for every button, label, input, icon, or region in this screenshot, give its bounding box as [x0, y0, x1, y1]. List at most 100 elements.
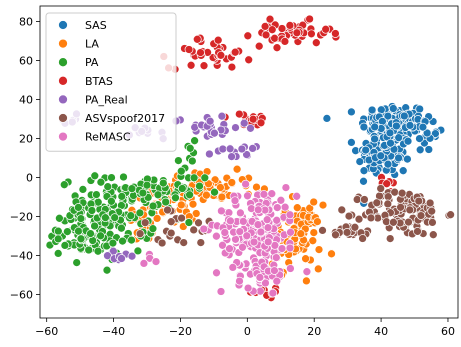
data-point [242, 150, 251, 159]
plot-frame [39, 5, 459, 319]
data-point [359, 176, 368, 186]
data-point [140, 218, 150, 228]
data-point [302, 267, 312, 277]
data-point [383, 199, 393, 209]
data-point [242, 231, 252, 241]
data-point [267, 189, 277, 199]
data-point [280, 37, 290, 46]
data-point [253, 220, 263, 230]
data-point [260, 22, 270, 31]
data-point [127, 184, 137, 194]
data-point [313, 217, 322, 226]
x-tick-label: 20 [307, 325, 321, 338]
data-point [347, 107, 356, 117]
data-point [234, 109, 244, 119]
data-point [177, 184, 187, 193]
x-tick-label: −20 [169, 325, 192, 338]
data-point [262, 215, 272, 225]
y-tick-label: 60 [19, 55, 33, 68]
data-point [152, 214, 162, 223]
data-point [389, 217, 398, 227]
data-point [285, 21, 295, 30]
data-point [108, 238, 118, 248]
data-point [59, 180, 69, 190]
data-point [344, 211, 354, 221]
data-point [372, 198, 382, 208]
data-point [285, 210, 295, 220]
legend-marker [58, 131, 68, 142]
data-point [392, 121, 401, 131]
data-point [243, 191, 252, 201]
legend-marker [58, 94, 68, 105]
data-point [84, 245, 94, 255]
data-point [142, 180, 152, 190]
data-point [405, 121, 415, 130]
y-tick-label: 80 [19, 16, 33, 29]
data-point [218, 144, 228, 154]
data-point [244, 55, 254, 65]
data-point [236, 208, 245, 218]
legend-marker [58, 75, 68, 86]
legend-marker [58, 113, 68, 123]
data-point [253, 205, 263, 215]
data-point [272, 43, 282, 53]
data-point [248, 114, 258, 124]
data-point [276, 195, 286, 205]
data-point [227, 178, 237, 187]
data-point [163, 205, 172, 215]
data-point [151, 257, 161, 266]
legend: SAS LA PA BTAS PA_Real ASVspoof2017 ReMASC [45, 12, 177, 152]
data-point [220, 228, 230, 237]
legend-label: PA [85, 56, 99, 69]
data-point [397, 188, 407, 198]
data-point [382, 179, 392, 189]
data-point [261, 278, 270, 288]
data-point [93, 197, 103, 207]
data-point [383, 192, 393, 202]
series-pa [45, 136, 219, 275]
data-point [277, 24, 287, 33]
data-point [359, 166, 369, 176]
data-point [428, 230, 438, 240]
data-point [200, 173, 210, 183]
data-point [308, 236, 318, 246]
data-point [216, 50, 226, 60]
data-point [259, 189, 269, 199]
data-point [189, 173, 199, 183]
data-point [246, 123, 255, 133]
data-point [415, 145, 425, 155]
data-point [313, 264, 323, 274]
data-point [370, 134, 379, 144]
legend-marker [58, 38, 68, 49]
data-point [199, 224, 209, 234]
data-point [127, 235, 136, 245]
data-point [166, 217, 176, 227]
data-point [305, 203, 315, 213]
data-point [403, 136, 413, 146]
data-point [103, 182, 113, 192]
data-point [414, 196, 424, 206]
data-point [370, 122, 380, 132]
data-point [188, 199, 198, 209]
data-point [383, 159, 393, 169]
data-point [127, 251, 137, 261]
data-point [239, 118, 249, 128]
data-point [199, 61, 209, 71]
data-point [74, 203, 83, 212]
data-point [225, 144, 235, 154]
data-point [235, 276, 244, 286]
data-point [359, 122, 369, 132]
data-point [202, 190, 211, 200]
data-point [227, 62, 237, 72]
data-point [248, 144, 257, 153]
data-point [254, 41, 264, 51]
data-point [355, 157, 365, 166]
data-point [286, 264, 295, 273]
data-point [148, 201, 158, 211]
axes-layer: −60 −40 −20 0 20 40 60 −60 −40 −20 0 20 40 60 80 [10, 16, 455, 338]
data-point [117, 254, 126, 263]
data-point [383, 111, 393, 121]
data-point [166, 228, 176, 238]
data-point [243, 31, 253, 41]
